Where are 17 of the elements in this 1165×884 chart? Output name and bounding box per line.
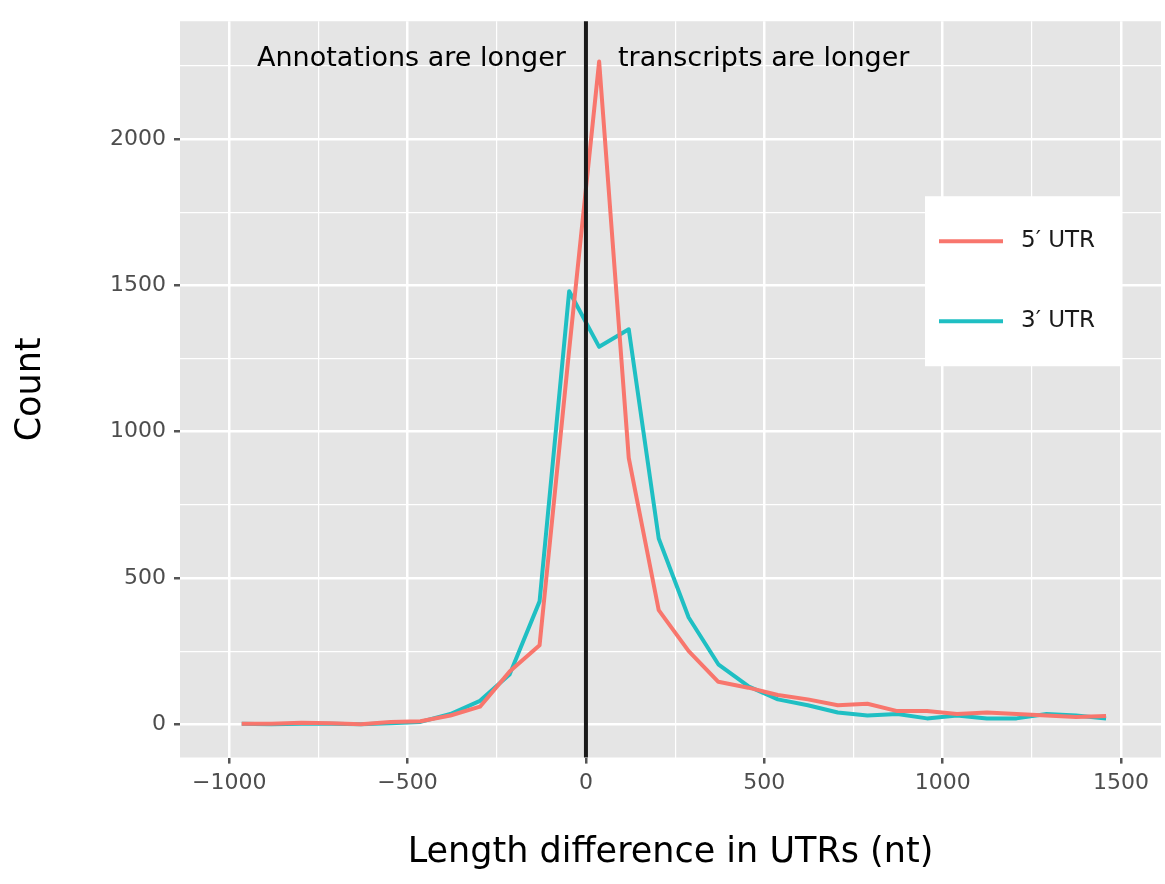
x-tick-label: 1500 (1093, 768, 1150, 794)
y-tick-label: 0 (151, 709, 166, 735)
x-tick-label: 500 (743, 768, 786, 794)
y-tick-label: 500 (123, 563, 166, 589)
y-tick-label: 2000 (109, 124, 166, 150)
x-tick-label: 0 (578, 768, 593, 794)
x-tick-label: −500 (377, 768, 438, 794)
x-tick-label: 1000 (914, 768, 971, 794)
y-tick-label: 1000 (109, 417, 166, 443)
y-tick-label: 1500 (109, 271, 166, 297)
x-tick-label: −1000 (192, 768, 267, 794)
annotation: transcripts are longer (617, 41, 911, 73)
x-axis-title: Length difference in UTRs (nt) (407, 830, 934, 871)
legend-label: 3′ UTR (1021, 306, 1096, 333)
annotation: Annotations are longer (257, 41, 567, 73)
legend-label: 5′ UTR (1021, 226, 1096, 253)
y-axis-title: Count (8, 337, 49, 442)
